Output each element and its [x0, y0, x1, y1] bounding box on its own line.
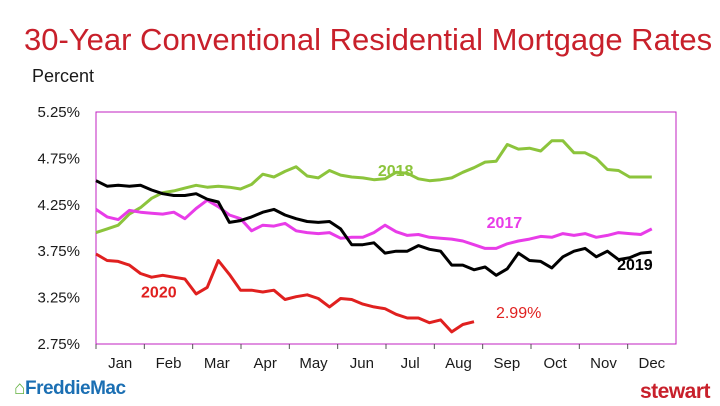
y-axis-unit-label: Percent	[32, 66, 95, 86]
x-tick-label: Feb	[156, 355, 182, 372]
y-tick-label: 3.25%	[37, 290, 80, 307]
x-tick-label: Nov	[590, 355, 617, 372]
x-tick-label: Jun	[350, 355, 374, 372]
y-tick-label: 5.25%	[37, 104, 80, 121]
series-line-2017	[95, 198, 653, 250]
last-value-annotation: 2.99%	[496, 305, 541, 322]
x-tick-label: Apr	[253, 355, 276, 372]
series-label-2017: 2017	[487, 215, 523, 232]
y-tick-label: 2.75%	[37, 336, 80, 353]
x-tick-label: Oct	[543, 355, 567, 372]
stewart-logo: stewart	[639, 380, 711, 403]
x-tick-label: Jan	[108, 355, 132, 372]
x-tick-label: Dec	[638, 355, 665, 372]
y-tick-label: 3.75%	[37, 243, 80, 260]
x-tick-label: Jul	[401, 355, 420, 372]
x-tick-label: May	[299, 355, 328, 372]
chart-title: 30-Year Conventional Residential Mortgag…	[24, 22, 713, 57]
series-line-2019	[95, 179, 652, 277]
freddie-mac-logo: ⌂FreddieMac	[14, 378, 126, 399]
x-tick-label: Sep	[493, 355, 520, 372]
x-tick-label: Aug	[445, 355, 472, 372]
line-chart: 5.25% 4.75% 4.25% 3.75% 3.25% 2.75% Jan Feb Mar…	[37, 104, 677, 372]
x-tick-label: Mar	[204, 355, 230, 372]
series-line-2020	[95, 252, 475, 334]
series-label-2020: 2020	[141, 285, 177, 302]
series-label-2019: 2019	[617, 257, 653, 274]
series-line-2018	[95, 139, 652, 235]
series-label-2018: 2018	[378, 163, 414, 180]
y-tick-label: 4.25%	[37, 197, 80, 214]
y-tick-label: 4.75%	[37, 150, 80, 167]
